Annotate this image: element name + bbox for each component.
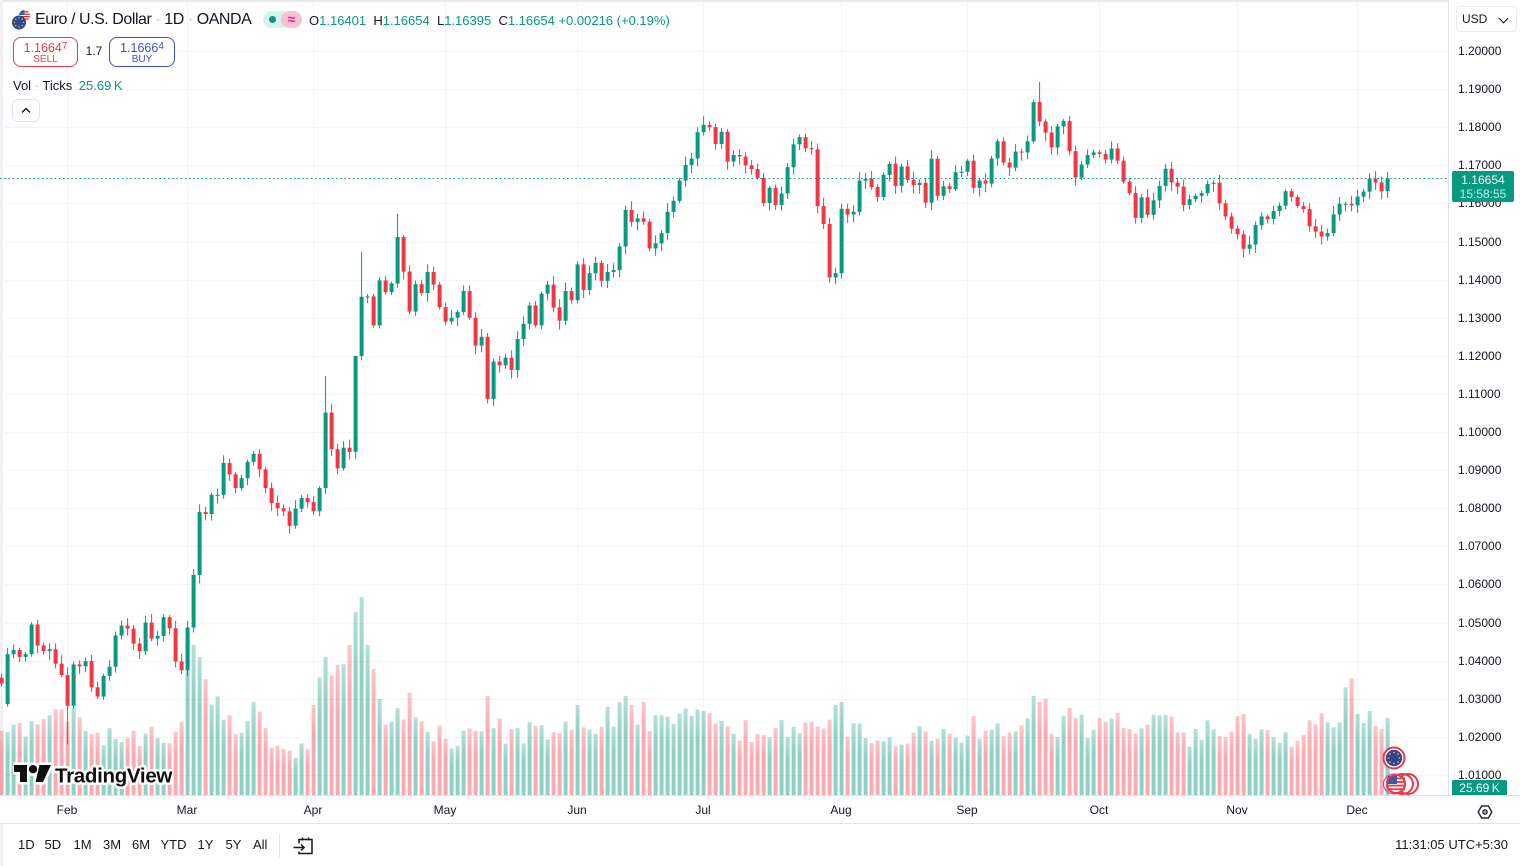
- svg-text:TradingView: TradingView: [55, 765, 172, 788]
- svg-text:TradingView: TradingView: [55, 765, 172, 788]
